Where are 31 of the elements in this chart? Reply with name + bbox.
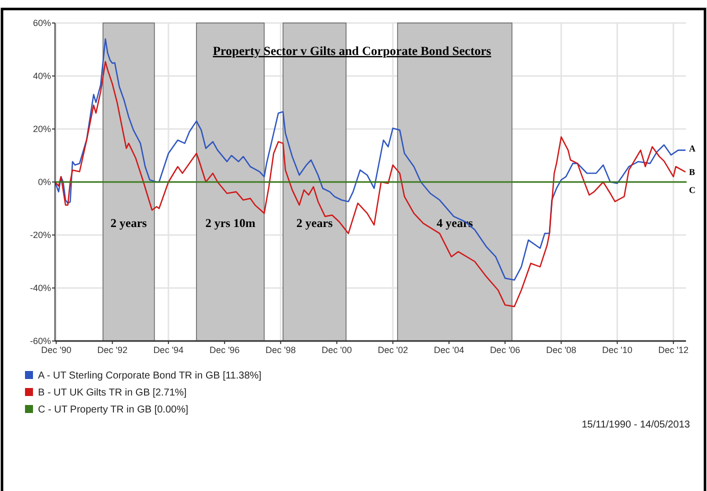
- y-tick-label: 20%: [32, 124, 51, 134]
- y-tick-label: 0%: [38, 177, 51, 188]
- x-tick-label: Dec '08: [546, 345, 576, 355]
- x-tick-label: Dec '00: [322, 345, 352, 355]
- x-tick-label: Dec '94: [153, 345, 184, 355]
- annotation: C: [689, 185, 696, 196]
- y-tick-label: 40%: [32, 71, 51, 82]
- band-label: 2 yrs 10m: [205, 216, 256, 230]
- annotation: A: [689, 143, 696, 154]
- text: 15/11/1990 - 14/05/2013: [582, 420, 690, 430]
- x-tick-label: Dec '96: [209, 345, 240, 355]
- x-tick-label: Dec '92: [97, 345, 128, 355]
- x-tick-label: Dec '06: [490, 345, 520, 355]
- legend-label: C - UT Property TR in GB [0.00%]: [38, 404, 188, 416]
- y-tick-label: -60%: [30, 336, 51, 346]
- line-series: [54, 61, 686, 308]
- x-tick-label: Dec '12: [658, 345, 689, 355]
- y-tick-label: -20%: [30, 230, 51, 240]
- line-series: [54, 38, 686, 281]
- x-tick-label: Dec '04: [434, 345, 464, 355]
- band-label: 2 years: [296, 216, 334, 230]
- x-tick-label: Dec '98: [266, 345, 296, 355]
- x-tick-label: Dec '02: [378, 345, 408, 355]
- legend-label: A - UT Sterling Corporate Bond TR in GB [11.38%]: [38, 370, 262, 382]
- y-tick-label: -40%: [30, 283, 51, 294]
- legend-label: B - UT UK Gilts TR in GB [2.71%]: [38, 388, 187, 398]
- x-tick-label: Dec '90: [41, 345, 72, 355]
- x-tick-label: Dec '10: [602, 345, 632, 355]
- annotation: B: [689, 166, 696, 177]
- y-tick-label: 60%: [32, 18, 51, 28]
- band-label: 2 years: [110, 216, 148, 230]
